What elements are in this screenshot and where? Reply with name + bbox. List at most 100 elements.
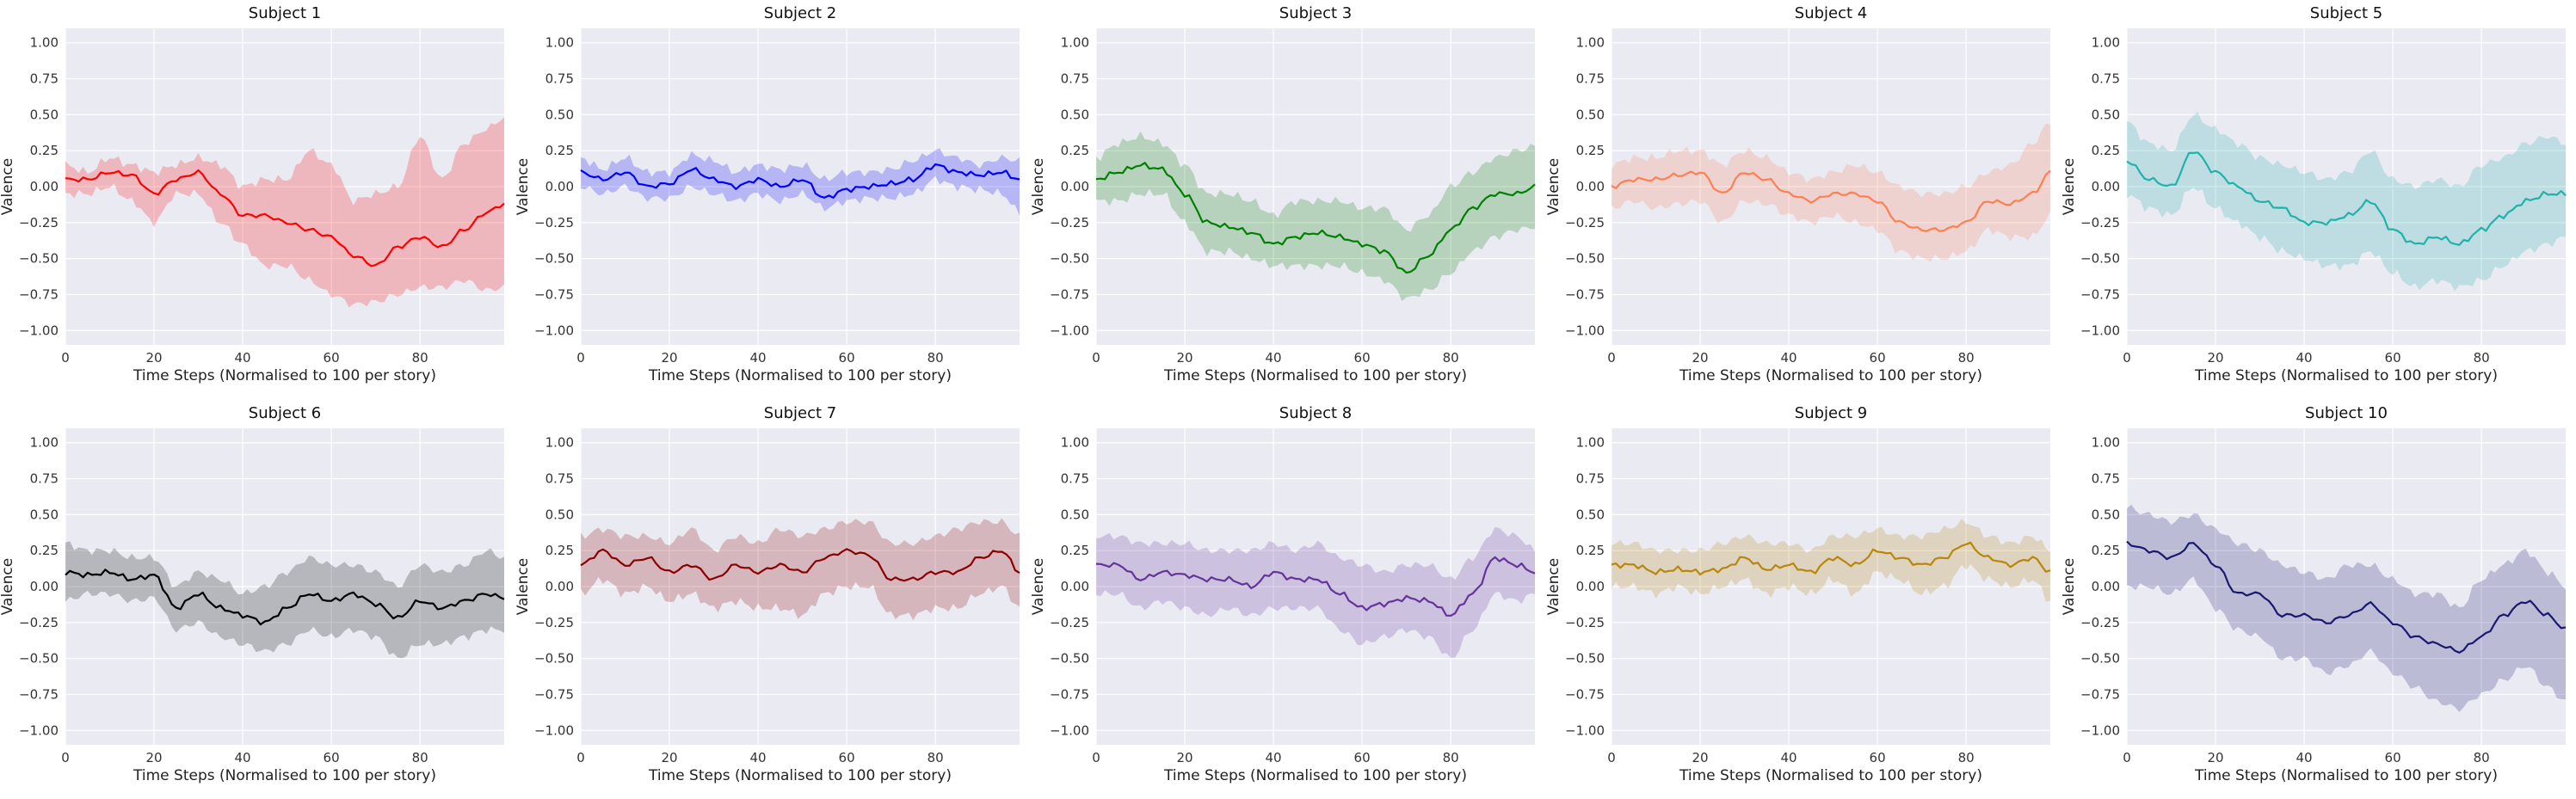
subject-6-y-tick-label: 0.25 (30, 543, 59, 558)
subject-8-x-tick-label: 20 (1176, 750, 1192, 765)
subject-5-x-tick-label: 80 (2474, 350, 2490, 366)
subject-1-y-tick-label: −0.75 (19, 286, 59, 302)
subject-5-y-tick-label: 0.25 (2092, 143, 2120, 158)
subject-10-title: Subject 10 (2305, 404, 2388, 422)
subject-4-y-tick-label: 0.25 (1576, 143, 1605, 158)
subject-9-y-tick-label: −0.75 (1565, 686, 1605, 702)
subject-6-y-tick-label: −1.00 (19, 722, 59, 738)
subject-3-y-tick-label: −0.75 (1050, 286, 1089, 302)
subject-2-x-tick-label: 20 (661, 350, 677, 366)
subject-5-y-tick-label: −0.25 (2080, 215, 2120, 230)
subject-10-y-tick-label: −1.00 (2080, 722, 2120, 738)
subject-4-title: Subject 4 (1795, 4, 1867, 22)
subject-1-y-tick-label: 1.00 (30, 35, 59, 51)
subject-2-y-tick-label: 0.25 (545, 143, 574, 158)
subject-2-x-tick-label: 60 (839, 350, 855, 366)
subject-1-valence-band (65, 117, 504, 308)
subject-4-x-axis-title: Time Steps (Normalised to 100 per story) (1679, 367, 1982, 384)
subject-9-y-tick-label: 1.00 (1576, 435, 1605, 451)
subject-4-y-tick-label: −1.00 (1565, 323, 1605, 338)
subject-9-x-tick-label: 80 (1958, 750, 1975, 765)
subject-5-x-tick-label: 20 (2207, 350, 2223, 366)
subject-10-y-tick-label: −0.50 (2080, 651, 2120, 667)
subject-3-y-tick-label: 0.50 (1061, 107, 1089, 122)
subject-6-x-axis-title: Time Steps (Normalised to 100 per story) (132, 767, 436, 784)
subject-8-y-tick-label: 0.00 (1061, 579, 1089, 594)
subject-3-x-tick-label: 20 (1176, 350, 1192, 366)
subject-1-x-tick-label: 80 (412, 350, 428, 366)
subject-8-y-axis-title: Valence (1030, 558, 1047, 616)
subject-9-x-tick-label: 60 (1870, 750, 1886, 765)
subject-5-y-tick-label: −0.50 (2080, 251, 2120, 267)
subject-7-valence-band (581, 518, 1020, 620)
subject-6-y-tick-label: 0.00 (30, 579, 59, 594)
subject-4-y-tick-label: 1.00 (1576, 35, 1605, 51)
subject-5-x-axis-title: Time Steps (Normalised to 100 per story) (2194, 367, 2498, 384)
subject-3-x-tick-label: 80 (1443, 350, 1459, 366)
subject-10-x-tick-label: 0 (2123, 750, 2131, 765)
subject-5-x-tick-label: 40 (2296, 350, 2313, 366)
subject-3-y-tick-label: −1.00 (1050, 323, 1089, 338)
subject-6-valence-line (65, 569, 505, 626)
subject-10-y-tick-label: −0.25 (2080, 615, 2120, 630)
subject-7-y-tick-label: −0.50 (534, 651, 574, 667)
subject-1-x-axis-title: Time Steps (Normalised to 100 per story) (132, 367, 436, 384)
subject-10-y-tick-label: 1.00 (2092, 435, 2120, 451)
subject-10-y-tick-label: 0.25 (2092, 543, 2120, 558)
subject-3-valence-line (1095, 162, 1536, 274)
subject-6-x-tick-label: 60 (324, 750, 340, 765)
subject-1-title: Subject 1 (249, 4, 321, 22)
subject-7-panel: −1.00 −0.75 −0.50 −0.25 0.00 0.25 0.50 0.75 1.00… (515, 404, 1020, 784)
subject-5-y-tick-label: −0.75 (2080, 286, 2120, 302)
subject-10-y-axis-title: Valence (2061, 558, 2078, 616)
subject-8-x-tick-label: 80 (1443, 750, 1459, 765)
subject-7-title: Subject 7 (764, 404, 836, 422)
subject-2-y-tick-label: 1.00 (545, 35, 574, 51)
subject-9-y-tick-label: 0.00 (1576, 579, 1605, 594)
subject-4-y-tick-label: −0.25 (1565, 215, 1605, 230)
subject-8-x-tick-label: 40 (1266, 750, 1282, 765)
subject-6-valence-band (65, 541, 504, 659)
subject-4-y-tick-label: 0.50 (1576, 107, 1605, 122)
subject-9-y-tick-label: −0.50 (1565, 651, 1605, 667)
subject-3-x-tick-label: 0 (1092, 350, 1100, 366)
subject-7-x-axis-title: Time Steps (Normalised to 100 per story) (648, 767, 952, 784)
subject-1-y-tick-label: −1.00 (19, 323, 59, 338)
subject-8-x-axis-title: Time Steps (Normalised to 100 per story) (1163, 767, 1467, 784)
subject-10-panel: −1.00 −0.75 −0.50 −0.25 0.00 0.25 0.50 0.75 1.00… (2061, 404, 2567, 784)
subject-2-y-tick-label: −1.00 (534, 323, 574, 338)
subject-1-x-tick-label: 0 (61, 350, 70, 366)
subject-5-y-tick-label: 1.00 (2092, 35, 2120, 51)
subject-3-x-tick-label: 40 (1266, 350, 1282, 366)
subject-8-y-tick-label: −1.00 (1050, 722, 1089, 738)
subject-8-y-tick-label: 0.50 (1061, 507, 1089, 522)
subject-4-panel: −1.00 −0.75 −0.50 −0.25 0.00 0.25 0.50 0.75 1.00… (1545, 4, 2051, 384)
subject-6-y-tick-label: 0.50 (30, 507, 59, 522)
subject-4-x-tick-label: 20 (1692, 350, 1708, 366)
subject-2-y-tick-label: 0.75 (545, 71, 574, 87)
subject-6-y-tick-label: −0.75 (19, 686, 59, 702)
subject-1-x-tick-label: 20 (145, 350, 162, 366)
subject-9-x-tick-label: 0 (1607, 750, 1616, 765)
subject-3-title: Subject 3 (1279, 4, 1352, 22)
subject-2-y-tick-label: 0.50 (545, 107, 574, 122)
subject-8-title: Subject 8 (1279, 404, 1352, 422)
subject-3-y-tick-label: 1.00 (1061, 35, 1089, 51)
subject-10-x-tick-label: 80 (2474, 750, 2490, 765)
subject-8-valence-line (1095, 556, 1536, 617)
subject-5-y-tick-label: −1.00 (2080, 323, 2120, 338)
subject-3-y-axis-title: Valence (1030, 158, 1047, 216)
subject-7-x-tick-label: 80 (927, 750, 944, 765)
subject-5-title: Subject 5 (2310, 4, 2382, 22)
subject-4-x-tick-label: 80 (1958, 350, 1975, 366)
subject-2-x-axis-title: Time Steps (Normalised to 100 per story) (648, 367, 952, 384)
subject-4-x-tick-label: 40 (1781, 350, 1797, 366)
subject-8-y-tick-label: 0.75 (1061, 471, 1089, 487)
subject-4-valence-band (1612, 123, 2050, 262)
subject-6-title: Subject 6 (249, 404, 321, 422)
subject-3-x-tick-label: 60 (1354, 350, 1371, 366)
subject-2-y-tick-label: −0.75 (534, 286, 574, 302)
subject-7-x-tick-label: 60 (839, 750, 855, 765)
subject-5-y-tick-label: 0.00 (2092, 179, 2120, 194)
